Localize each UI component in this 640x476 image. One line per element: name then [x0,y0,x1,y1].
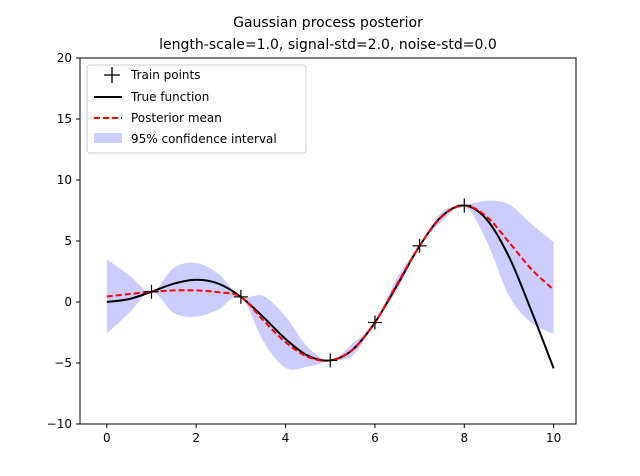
legend: Train points True function Posterior mea… [86,64,307,154]
train-point [412,238,427,253]
train-point [233,289,248,304]
y-tick-label: 20 [57,51,72,65]
legend-label-true-function: True function [130,90,209,104]
x-tick-label: 8 [460,431,468,445]
confidence-band-layer [106,200,554,370]
x-tick-label: 10 [546,431,561,445]
y-tick-label: 0 [64,295,72,309]
x-tick-label: 4 [282,431,290,445]
y-tick-label: −5 [54,356,72,370]
legend-label-train-points: Train points [130,68,200,82]
legend-label-posterior-mean: Posterior mean [131,111,222,125]
train-points-layer [144,198,472,368]
y-tick-label: 5 [64,234,72,248]
legend-confidence-swatch [94,133,122,143]
chart-subtitle: length-scale=1.0, signal-std=2.0, noise-… [159,37,497,53]
train-point [367,315,382,330]
train-point [323,353,338,368]
train-point [457,198,472,213]
chart-title: Gaussian process posterior [233,15,423,31]
y-tick-label: 10 [57,173,72,187]
x-tick-label: 2 [192,431,200,445]
legend-box [86,64,307,154]
train-point [144,284,159,299]
x-tick-label: 0 [103,431,111,445]
y-tick-label: −10 [47,417,72,431]
x-tick-label: 6 [371,431,379,445]
y-tick-label: 15 [57,112,72,126]
legend-label-confidence-interval: 95% confidence interval [131,132,277,146]
y-axis: −10 −5 0 5 10 15 20 [47,51,80,431]
confidence-band [106,200,554,370]
x-axis: 0 2 4 6 8 10 [103,424,561,445]
